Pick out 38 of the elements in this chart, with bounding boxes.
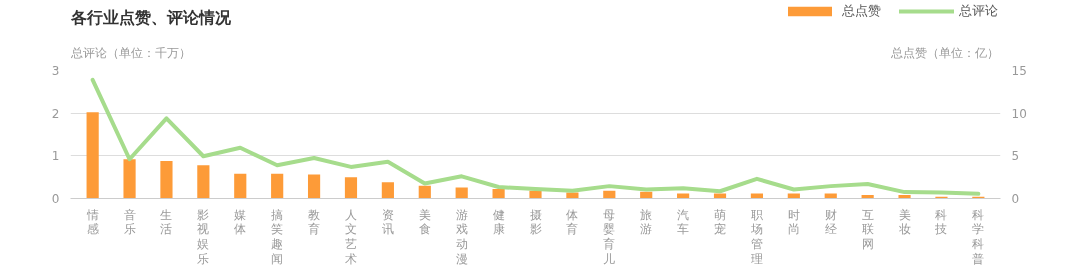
- y2-tick-label: 0: [1011, 192, 1020, 206]
- x-tick-label: 人文艺术: [344, 207, 357, 266]
- x-tick-label: 教育: [308, 207, 321, 237]
- y2-tick-label: 5: [1011, 149, 1020, 164]
- legend-label: 总点赞: [842, 2, 881, 20]
- x-tick-label: 搞笑趣闻: [271, 207, 284, 266]
- x-tick-label: 美妆: [898, 207, 911, 237]
- x-tick-label: 摄影: [529, 207, 542, 237]
- x-tick-label: 科技: [934, 207, 948, 237]
- x-tick-label: 汽车: [677, 207, 690, 237]
- legend-label: 总评论: [959, 2, 998, 20]
- x-tick-label: 影视娱乐: [197, 207, 210, 266]
- x-tick-label: 情感: [85, 207, 99, 237]
- x-tick-label: 音乐: [123, 207, 136, 237]
- y-tick-label: 1: [51, 149, 60, 164]
- chart-title: 各行业点赞、评论情况: [69, 8, 232, 28]
- x-tick-label: 游戏动漫: [455, 207, 468, 266]
- x-tick-label: 职场管理: [749, 207, 763, 266]
- y2-axis-title: 总点赞（单位：亿）: [889, 46, 999, 61]
- y-tick-label: 0: [51, 192, 60, 206]
- x-tick-label: 科学科普: [972, 207, 985, 266]
- y-axis-title: 总评论（单位：千万）: [69, 46, 191, 61]
- y-tick-label: 2: [51, 106, 60, 121]
- x-tick-label: 体育: [566, 207, 579, 237]
- y2-tick-label: 15: [1011, 64, 1027, 78]
- x-tick-label: 生活: [160, 207, 173, 237]
- x-tick-label: 媒体: [234, 207, 247, 237]
- x-tick-label: 萌宠: [714, 207, 727, 237]
- x-tick-label: 时尚: [787, 207, 800, 237]
- x-tick-label: 财经: [824, 207, 837, 237]
- y2-tick-label: 10: [1011, 106, 1027, 121]
- x-tick-label: 旅游: [640, 207, 653, 237]
- x-tick-label: 美食: [418, 207, 431, 237]
- y-tick-label: 3: [51, 64, 60, 78]
- x-tick-label: 健康: [492, 207, 505, 237]
- x-tick-label: 资讯: [381, 207, 394, 237]
- x-tick-label: 母婴育儿: [603, 207, 616, 266]
- x-tick-label: 互联网: [861, 207, 874, 252]
